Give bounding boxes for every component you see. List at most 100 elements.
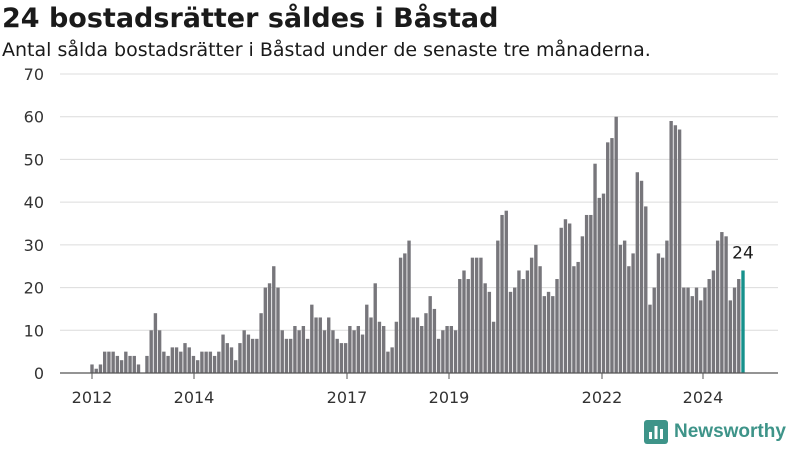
y-tick-label: 70 [24,65,44,84]
bar [724,236,728,373]
bar [263,287,268,373]
bar [174,347,179,373]
brand-logo: Newsworthy [644,420,786,444]
bar [187,347,191,373]
bar [703,287,707,373]
bar [322,330,327,373]
bar [559,227,563,373]
bar [284,338,289,373]
bar [145,355,149,373]
bar [411,317,415,373]
y-tick-label: 10 [24,321,44,340]
bar [149,330,153,373]
bar [390,347,394,373]
bar [115,355,120,373]
bar [162,351,166,373]
bar [157,330,162,373]
bar [673,125,678,373]
annotations: 24 [732,243,754,263]
bar [449,326,454,373]
bar [551,296,555,373]
bar [682,287,686,373]
bar [415,317,420,373]
bar [631,253,635,373]
bar [259,313,263,373]
bar [618,244,623,373]
bar [690,296,694,373]
bar [229,347,234,373]
bar [386,351,390,373]
y-axis-ticks: 0 10 20 30 40 50 60 70 [24,65,44,383]
bar [436,338,441,373]
bar [627,266,631,373]
bar [428,296,432,373]
bar [534,244,538,373]
bar [572,266,576,373]
bar [563,219,568,373]
bar [517,270,521,373]
chart-subtitle: Antal sålda bostadsrätter i Båstad under… [2,39,651,61]
y-tick-label: 30 [24,236,44,255]
bar [339,343,344,373]
bar [124,351,128,373]
bar [305,338,310,373]
y-tick-label: 40 [24,193,44,212]
bar [183,343,187,373]
bar [652,287,656,373]
bar [546,291,551,373]
bar [331,330,335,373]
bar [445,326,449,373]
x-tick-label: 2017 [327,388,368,407]
bar [377,321,382,373]
bar [580,236,585,373]
bar [234,360,238,373]
bar [310,304,314,373]
bar [462,270,466,373]
bar [272,266,276,373]
bar [111,351,115,373]
bar-highlight [741,270,745,373]
bar [217,351,221,373]
bar [98,364,103,373]
bar [424,313,428,373]
bar [694,287,699,373]
bar [267,283,272,373]
bar [665,240,669,373]
bar [225,343,229,373]
bar [166,355,170,373]
x-tick-label: 2022 [582,388,623,407]
bar [132,355,136,373]
bar [589,214,593,373]
bar [504,210,508,373]
bar [119,360,124,373]
bars [90,116,745,373]
bar [542,296,547,373]
bar [737,279,741,373]
bar [238,343,242,373]
y-tick-label: 60 [24,108,44,127]
bar [483,283,487,373]
bar [521,279,525,373]
y-tick-label: 50 [24,150,44,169]
bar [529,257,534,373]
bar [301,326,306,373]
bar [639,180,644,373]
bar [686,287,690,373]
bar [242,330,246,373]
bar [195,360,200,373]
bar [597,197,601,373]
bar [432,308,437,373]
bar [707,279,711,373]
bar [525,270,530,373]
bar [170,347,175,373]
bar [576,261,580,373]
bar [102,351,107,373]
bar [728,300,733,373]
bar [508,291,513,373]
x-tick-label: 2014 [174,388,215,407]
bar [479,257,483,373]
bar [606,142,610,373]
bar [614,116,618,373]
x-tick-label: 2012 [72,388,113,407]
